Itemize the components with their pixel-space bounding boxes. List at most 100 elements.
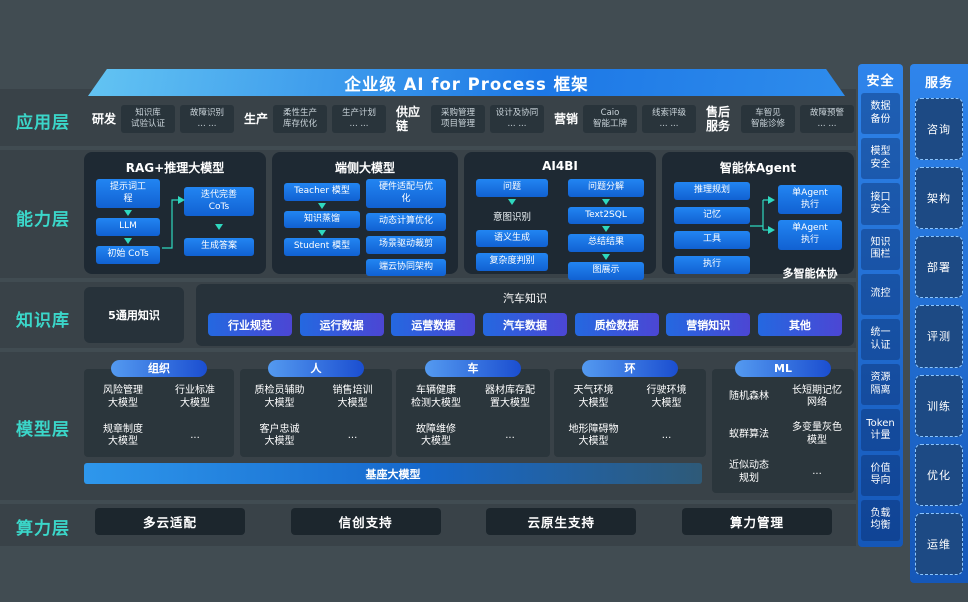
app-group-rnd: 研发 知识库 试验认证 故障识别 ... ...: [92, 104, 235, 134]
compute-chip: 算力管理: [681, 508, 832, 535]
ai4bi-box: AI4BI 问题 意图识别 语义生成 复杂度判别 问题分解 Text2SQL 总…: [464, 152, 656, 280]
layer-label-model: 模型层: [16, 420, 70, 440]
box-title: 智能体Agent: [719, 161, 797, 175]
flow-chip: 单Agent 执行: [778, 220, 842, 250]
flow-chip: Teacher 模型: [284, 183, 360, 201]
arrow-down-icon: [215, 224, 223, 231]
knowledge-chip: 汽车数据: [482, 313, 567, 336]
model-group-environment: 环 天气环境 大模型 行驶环境 大模型 地形障碍物 大模型 ...: [554, 360, 706, 457]
flow-chip: 复杂度判别: [476, 253, 548, 272]
compute-chip: 多云适配: [95, 508, 245, 535]
flow-chip: 提示词工 程: [96, 179, 160, 209]
arrow-down-icon: [318, 230, 326, 237]
model-item: ...: [505, 430, 515, 441]
service-item: 架构: [915, 167, 963, 230]
model-item: 蚁群算法: [729, 428, 769, 440]
flow-chip: 问题: [476, 179, 548, 197]
connector-arrow: [750, 196, 775, 234]
general-knowledge-box: 5通用知识: [84, 287, 184, 343]
model-item: 规章制度 大模型: [103, 423, 143, 448]
model-item: 故障维修 大模型: [416, 423, 456, 448]
app-group-after-sales: 售后服务 车智见 智能诊修 故障预警 ... ...: [705, 104, 854, 134]
banner-title: 企业级 AI for Process 框架: [88, 69, 845, 96]
model-group-ml: ML 随机森林 长短期记忆 网络 蚁群算法 多变量灰色 模型 近似动态 规划 .…: [712, 360, 854, 493]
flow-chip: 场景驱动裁剪: [366, 236, 446, 254]
model-item: 随机森林: [729, 391, 769, 403]
service-item: 评测: [915, 305, 963, 368]
layer-label-capability: 能力层: [16, 210, 70, 230]
security-item: 数据 备份: [861, 93, 900, 135]
model-item: 行业标准 大模型: [175, 385, 215, 409]
model-item: 器材库存配 置大模型: [485, 385, 535, 409]
model-item: 客户忠诚 大模型: [259, 423, 300, 448]
layer-label-application: 应用层: [16, 113, 70, 133]
app-chip: Caio 智能工牌: [583, 104, 637, 134]
security-item: 负载 均衡: [861, 499, 900, 542]
flow-chip: 初始 CoTs: [96, 246, 160, 264]
knowledge-chip: 运营数据: [391, 313, 476, 336]
knowledge-chip: 营销知识: [666, 313, 751, 336]
flow-chip: 端云协同架构: [366, 258, 446, 277]
model-item: 行驶环境 大模型: [646, 385, 687, 409]
box-title: 端侧大模型: [334, 161, 395, 175]
model-group-pill: 车: [425, 360, 521, 377]
flow-chip: 记忆: [674, 206, 750, 225]
edge-model-box: 端侧大模型 Teacher 模型 知识蒸馏 Student 模型 硬件适配与优 …: [272, 152, 458, 277]
model-item: 销售培训 大模型: [332, 385, 373, 409]
arrow-down-icon: [124, 210, 132, 217]
security-column-title: 安全: [866, 74, 895, 89]
app-chip: 车智见 智能诊修: [740, 104, 795, 134]
model-item: 车辆健康 检测大模型: [411, 385, 461, 409]
flow-chip: Text2SQL: [568, 206, 644, 225]
knowledge-chip: 其他: [757, 313, 842, 336]
app-group-marketing: 营销 Caio 智能工牌 线索评级 ... ...: [553, 104, 696, 134]
model-item: 长短期记忆 网络: [792, 384, 842, 409]
security-column: 安全 数据 备份 模型 安全 接口 安全 知识 围栏 流控 统一 认证 资源 隔…: [858, 64, 903, 547]
arrow-down-icon: [602, 254, 610, 261]
model-group-pill: ML: [735, 360, 831, 377]
app-chip: 故障识别 ... ...: [180, 104, 235, 134]
rag-reasoning-box: RAG+推理大模型 提示词工 程 LLM 初始 CoTs 迭代完善 CoTs 生…: [84, 152, 266, 274]
model-group-pill: 环: [582, 360, 678, 377]
application-layer-row: 研发 知识库 试验认证 故障识别 ... ... 生产 柔性生产 库存优化 生产…: [92, 97, 854, 141]
box-title: RAG+推理大模型: [125, 161, 225, 175]
compute-chip: 信创支持: [290, 508, 441, 535]
connector-arrow: [162, 196, 185, 249]
security-item: 知识 围栏: [861, 228, 900, 270]
model-item: 近似动态 规划: [729, 460, 769, 484]
auto-knowledge-panel: 汽车知识 行业规范 运行数据 运营数据 汽车数据 质检数据 营销知识 其他: [196, 284, 854, 346]
service-column: 服务 咨询 架构 部署 评测 训练 优化 运维: [910, 64, 968, 583]
security-item: 价值 导向: [861, 454, 900, 496]
flow-chip: 知识蒸馏: [284, 210, 360, 229]
service-item: 部署: [915, 236, 963, 299]
model-group-vehicle: 车 车辆健康 检测大模型 器材库存配 置大模型 故障维修 大模型 ...: [396, 360, 550, 457]
flow-chip: 总结结果: [568, 234, 644, 253]
flow-chip: 问题分解: [568, 179, 644, 197]
flow-chip: Student 模型: [284, 238, 360, 257]
flow-chip: 图展示: [568, 262, 644, 280]
app-group-label: 营销: [553, 111, 578, 126]
service-column-title: 服务: [924, 76, 953, 91]
security-item: Token 计量: [861, 409, 900, 451]
model-item: 天气环境 大模型: [573, 385, 614, 409]
app-group-label: 售后服务: [705, 104, 730, 133]
app-group-label: 研发: [92, 111, 117, 126]
flow-chip: LLM: [96, 218, 160, 237]
app-group-production: 生产 柔性生产 库存优化 生产计划 ... ...: [244, 104, 387, 134]
compute-layer-row: 多云适配 信创支持 云原生支持 算力管理: [95, 508, 832, 535]
security-item: 流控: [861, 273, 900, 316]
app-chip: 故障预警 ... ...: [799, 104, 854, 134]
model-group-organization: 组织 风险管理 大模型 行业标准 大模型 规章制度 大模型 ...: [84, 360, 234, 457]
model-item: 地形障碍物 大模型: [568, 423, 619, 448]
base-model-bar: 基座大模型: [84, 463, 702, 484]
model-item: ...: [190, 430, 200, 441]
flow-chip: 语义生成: [476, 229, 548, 248]
flow-chip: 推理规划: [674, 182, 750, 200]
arrow-down-icon: [318, 202, 326, 209]
knowledge-chip: 行业规范: [208, 313, 292, 336]
flow-chip: 生成答案: [184, 238, 254, 257]
flow-chip: 单Agent 执行: [778, 185, 842, 215]
app-group-supply-chain: 供应链 采购管理 项目管理 设计及协同 ... ...: [396, 104, 544, 134]
service-item: 训练: [915, 374, 963, 437]
app-chip: 采购管理 项目管理: [431, 104, 485, 134]
